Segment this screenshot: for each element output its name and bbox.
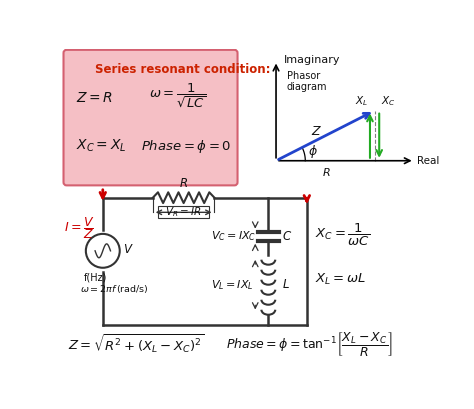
Text: C: C <box>282 230 291 243</box>
Text: $\omega = 2\pi f\,({\rm rad/s})$: $\omega = 2\pi f\,({\rm rad/s})$ <box>80 283 148 295</box>
Text: $X_C$: $X_C$ <box>381 94 395 108</box>
Text: V: V <box>123 243 131 256</box>
Text: $Phase = \phi = 0$: $Phase = \phi = 0$ <box>141 138 232 155</box>
Text: Real: Real <box>417 156 439 166</box>
Text: $V_R = IR$: $V_R = IR$ <box>165 205 202 219</box>
Text: $V_C = IX_C$: $V_C = IX_C$ <box>210 229 256 243</box>
Text: Phasor
diagram: Phasor diagram <box>287 71 328 92</box>
Text: $X_C = \dfrac{1}{\omega C}$: $X_C = \dfrac{1}{\omega C}$ <box>315 222 370 248</box>
FancyBboxPatch shape <box>64 50 237 185</box>
Text: $Phase = \phi = \tan^{-1}\!\left[\dfrac{X_L - X_C}{R}\right]$: $Phase = \phi = \tan^{-1}\!\left[\dfrac{… <box>226 331 393 359</box>
Text: $I = \dfrac{V}{Z}$: $I = \dfrac{V}{Z}$ <box>64 215 95 240</box>
Text: $X_L = \omega L$: $X_L = \omega L$ <box>315 272 365 288</box>
Text: $Z = \sqrt{R^2 + (X_L - X_C)^2}$: $Z = \sqrt{R^2 + (X_L - X_C)^2}$ <box>68 333 205 355</box>
Text: $\phi$: $\phi$ <box>309 143 318 160</box>
Text: $Z = R$: $Z = R$ <box>76 92 113 106</box>
Text: R: R <box>322 169 330 178</box>
Text: $X_C = X_L$: $X_C = X_L$ <box>76 138 127 154</box>
Text: R: R <box>180 177 188 190</box>
Text: $V_L = IX_L$: $V_L = IX_L$ <box>210 278 253 292</box>
Text: Imaginary: Imaginary <box>284 55 340 65</box>
Text: f(Hz): f(Hz) <box>83 272 107 282</box>
Text: $X_L$: $X_L$ <box>356 94 368 108</box>
Text: $\omega = \dfrac{1}{\sqrt{LC}}$: $\omega = \dfrac{1}{\sqrt{LC}}$ <box>149 81 207 110</box>
Text: Series resonant condition:: Series resonant condition: <box>95 63 271 76</box>
FancyBboxPatch shape <box>158 206 209 218</box>
Text: L: L <box>282 278 289 291</box>
Text: Z: Z <box>312 125 320 138</box>
